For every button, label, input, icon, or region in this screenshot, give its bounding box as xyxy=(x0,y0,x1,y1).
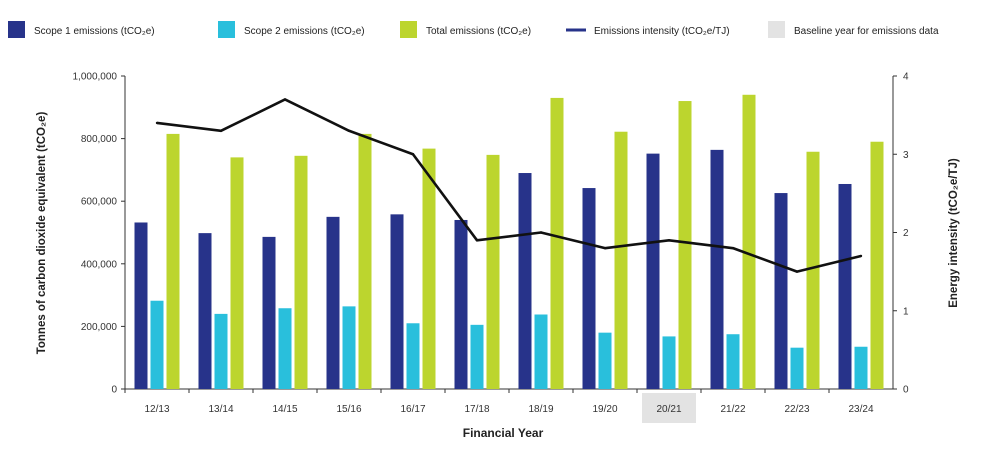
bar-scope1 xyxy=(134,222,148,389)
bar-total xyxy=(614,131,628,390)
intensity-point xyxy=(219,129,223,132)
legend-label: Scope 1 emissions (tCO₂e) xyxy=(34,26,155,37)
bar-scope1 xyxy=(646,153,660,389)
intensity-point xyxy=(539,231,543,234)
y-tick-label: 1,000,000 xyxy=(73,72,118,83)
x-tick-label: 17/18 xyxy=(464,404,489,415)
bar-scope2 xyxy=(790,347,804,389)
intensity-point xyxy=(347,129,351,132)
bar-scope1 xyxy=(582,188,596,389)
y-tick-label: 0 xyxy=(111,385,117,396)
bar-total xyxy=(166,133,180,389)
bar-total xyxy=(678,101,692,389)
bar-scope2 xyxy=(598,332,612,389)
intensity-point xyxy=(859,254,863,258)
x-tick-label: 15/16 xyxy=(336,404,361,415)
intensity-point xyxy=(475,239,479,242)
legend-swatch-scope2 xyxy=(218,21,235,38)
bar-scope1 xyxy=(326,216,340,389)
bar-scope1 xyxy=(774,193,788,389)
baseline-year-highlight xyxy=(642,393,696,423)
legend-label: Scope 2 emissions (tCO₂e) xyxy=(244,26,365,37)
legend-label: Total emissions (tCO₂e) xyxy=(426,26,531,37)
y2-axis-title: Energy intensity (tCO₂e/TJ) xyxy=(948,158,960,308)
bar-total xyxy=(870,141,884,389)
intensity-point xyxy=(155,121,159,125)
x-tick-label: 20/21 xyxy=(656,404,681,415)
intensity-point xyxy=(411,153,415,156)
y-tick-label: 200,000 xyxy=(81,322,118,333)
x-axis-title: Financial Year xyxy=(463,426,544,440)
bar-scope1 xyxy=(710,149,724,389)
x-tick-label: 23/24 xyxy=(848,404,873,415)
legend-label: Emissions intensity (tCO₂e/TJ) xyxy=(594,26,730,37)
bar-total xyxy=(294,155,308,389)
bar-scope2 xyxy=(214,313,228,389)
bar-scope1 xyxy=(454,219,468,389)
x-tick-label: 12/13 xyxy=(144,404,169,415)
intensity-point xyxy=(667,239,671,242)
x-tick-label: 16/17 xyxy=(400,404,425,415)
x-tick-label: 19/20 xyxy=(592,404,617,415)
legend-swatch-scope1 xyxy=(8,21,25,38)
bar-total xyxy=(358,133,372,389)
bar-scope2 xyxy=(534,314,548,389)
x-tick-label: 21/22 xyxy=(720,404,745,415)
y2-tick-label: 2 xyxy=(903,228,909,239)
bar-scope2 xyxy=(854,346,868,389)
x-tick-label: 22/23 xyxy=(784,404,809,415)
x-tick-label: 14/15 xyxy=(272,404,297,415)
bar-scope2 xyxy=(150,300,164,389)
emissions-intensity-line xyxy=(156,98,862,273)
bar-scope2 xyxy=(406,323,420,389)
x-tick-label: 13/14 xyxy=(208,404,233,415)
intensity-point xyxy=(795,270,799,273)
bar-total xyxy=(550,97,564,389)
bar-scope2 xyxy=(470,324,484,389)
intensity-point xyxy=(603,246,607,250)
y-axis-title: Tonnes of carbon dioxide equivalent (tCO… xyxy=(36,112,48,355)
bar-scope1 xyxy=(262,236,276,389)
bar-scope2 xyxy=(342,306,356,389)
bar-scope2 xyxy=(726,334,740,389)
bar-scope2 xyxy=(278,308,292,389)
y-tick-label: 600,000 xyxy=(81,197,118,208)
bar-scope1 xyxy=(198,233,212,389)
bar-scope1 xyxy=(390,214,404,389)
legend-swatch-total xyxy=(400,21,417,38)
bar-total xyxy=(806,151,820,389)
bar-total xyxy=(742,94,756,389)
y2-tick-label: 4 xyxy=(903,72,909,83)
bar-total xyxy=(486,154,500,389)
y2-tick-label: 0 xyxy=(903,385,909,396)
legend-label: Baseline year for emissions data xyxy=(794,26,939,37)
y2-tick-label: 3 xyxy=(903,150,909,161)
bar-scope1 xyxy=(518,173,532,389)
x-tick-label: 18/19 xyxy=(528,404,553,415)
bar-scope2 xyxy=(662,336,676,389)
bar-total xyxy=(422,148,436,389)
bar-scope1 xyxy=(838,183,852,389)
y-tick-label: 400,000 xyxy=(81,259,118,270)
legend-swatch-baseline xyxy=(768,21,785,38)
intensity-point xyxy=(283,98,287,101)
bar-total xyxy=(230,157,244,389)
y2-tick-label: 1 xyxy=(903,306,909,317)
intensity-point xyxy=(731,246,735,250)
y-tick-label: 800,000 xyxy=(81,134,118,145)
